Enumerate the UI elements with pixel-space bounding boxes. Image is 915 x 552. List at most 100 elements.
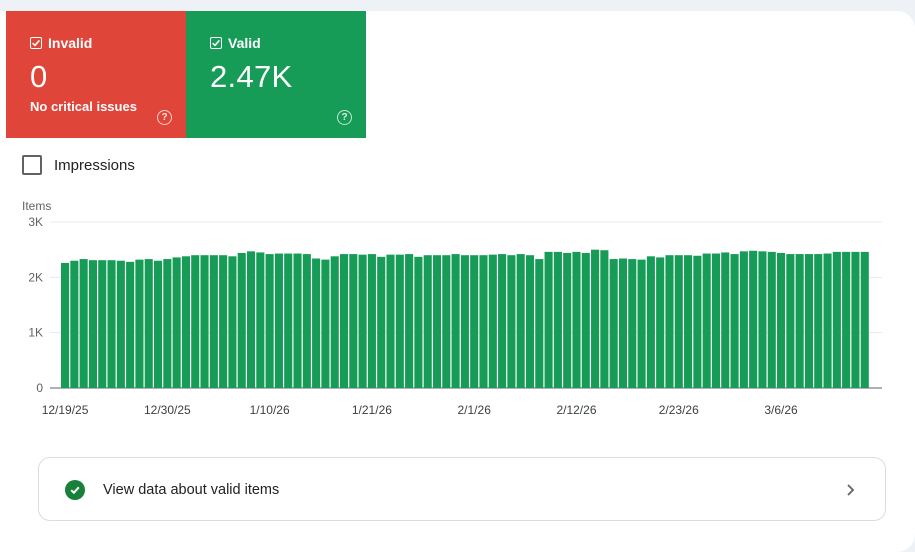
bar-2/21/26[interactable] <box>656 257 665 388</box>
bar-3/2/26[interactable] <box>739 251 748 388</box>
bar-2/13/26[interactable] <box>581 252 590 388</box>
bar-3/1/26[interactable] <box>730 254 739 388</box>
bar-1/13/26[interactable] <box>293 253 302 388</box>
bar-2/18/26[interactable] <box>628 259 637 388</box>
bar-3/6/26[interactable] <box>777 252 786 388</box>
bar-2/15/26[interactable] <box>600 250 609 388</box>
bar-3/14/26[interactable] <box>851 251 860 388</box>
bar-2/8/26[interactable] <box>535 259 544 388</box>
bar-1/11/26[interactable] <box>274 253 283 388</box>
bar-3/15/26[interactable] <box>860 251 869 388</box>
bar-1/7/26[interactable] <box>237 252 246 388</box>
bar-12/24/25[interactable] <box>107 260 116 388</box>
bar-1/8/26[interactable] <box>246 251 256 388</box>
bar-3/10/26[interactable] <box>814 254 823 388</box>
bar-12/30/25[interactable] <box>163 259 172 388</box>
bar-1/19/26[interactable] <box>349 254 358 388</box>
bar-1/31/26[interactable] <box>460 255 469 388</box>
bar-1/20/26[interactable] <box>358 254 367 388</box>
bar-2/25/26[interactable] <box>693 255 702 388</box>
bar-1/29/26[interactable] <box>442 255 451 388</box>
bar-3/12/26[interactable] <box>832 251 841 388</box>
bar-1/9/26[interactable] <box>256 252 265 388</box>
y-axis-title: Items <box>22 199 52 213</box>
bar-1/14/26[interactable] <box>302 254 311 388</box>
bar-1/12/26[interactable] <box>284 253 293 388</box>
bar-3/4/26[interactable] <box>758 251 767 388</box>
bar-1/26/26[interactable] <box>414 256 423 388</box>
bar-1/1/26[interactable] <box>181 256 190 388</box>
bar-2/2/26[interactable] <box>479 255 488 388</box>
bar-2/12/26[interactable] <box>572 251 581 388</box>
bar-3/7/26[interactable] <box>786 254 795 388</box>
bar-2/28/26[interactable] <box>721 252 730 388</box>
bar-3/11/26[interactable] <box>823 253 832 388</box>
bar-1/28/26[interactable] <box>432 255 442 388</box>
bar-2/9/26[interactable] <box>544 251 553 388</box>
bar-1/23/26[interactable] <box>386 254 395 388</box>
bar-1/27/26[interactable] <box>423 255 432 388</box>
bar-1/6/26[interactable] <box>228 256 237 388</box>
bar-2/4/26[interactable] <box>498 254 507 388</box>
help-icon[interactable]: ? <box>157 110 172 125</box>
bar-3/8/26[interactable] <box>795 254 804 388</box>
checkbox-checked-icon[interactable] <box>30 37 42 49</box>
bar-2/17/26[interactable] <box>618 258 628 388</box>
bar-2/1/26[interactable] <box>470 255 479 388</box>
y-tick-label: 1K <box>28 326 43 340</box>
bar-1/16/26[interactable] <box>321 259 330 388</box>
bar-2/19/26[interactable] <box>637 259 646 388</box>
bar-2/5/26[interactable] <box>507 255 516 388</box>
bar-2/23/26[interactable] <box>674 255 683 388</box>
checkbox-checked-icon[interactable] <box>210 37 222 49</box>
view-valid-items-link[interactable]: View data about valid items <box>38 457 886 521</box>
bar-1/10/26[interactable] <box>265 254 274 388</box>
valid-tile[interactable]: Valid 2.47K ? <box>186 11 366 138</box>
invalid-tile[interactable]: Invalid 0 No critical issues ? <box>6 11 186 138</box>
bar-12/20/25[interactable] <box>70 260 79 388</box>
bar-1/18/26[interactable] <box>339 254 349 388</box>
impressions-toggle[interactable]: Impressions <box>22 155 135 175</box>
bar-12/21/25[interactable] <box>79 259 88 388</box>
bar-3/5/26[interactable] <box>767 251 776 388</box>
bar-12/23/25[interactable] <box>98 260 107 388</box>
y-tick-label: 3K <box>28 215 43 229</box>
bar-12/19/25[interactable] <box>61 262 70 388</box>
bar-12/29/25[interactable] <box>153 260 163 388</box>
bar-2/10/26[interactable] <box>553 251 562 388</box>
bar-2/11/26[interactable] <box>563 252 572 388</box>
bar-2/24/26[interactable] <box>684 255 693 388</box>
bar-1/5/26[interactable] <box>219 255 228 388</box>
bar-1/21/26[interactable] <box>367 254 376 388</box>
bar-2/6/26[interactable] <box>516 254 525 388</box>
bar-1/30/26[interactable] <box>451 254 460 388</box>
bar-2/3/26[interactable] <box>488 254 497 388</box>
bar-2/7/26[interactable] <box>525 255 535 388</box>
bar-1/24/26[interactable] <box>395 254 404 388</box>
bar-2/14/26[interactable] <box>591 249 600 388</box>
bar-12/27/25[interactable] <box>135 259 144 388</box>
bar-2/26/26[interactable] <box>702 253 711 388</box>
bar-1/25/26[interactable] <box>405 254 414 388</box>
bar-2/27/26[interactable] <box>711 253 721 388</box>
checkbox-unchecked-icon[interactable] <box>22 155 42 175</box>
bar-12/31/25[interactable] <box>172 257 181 388</box>
bar-3/3/26[interactable] <box>749 250 758 388</box>
bar-1/2/26[interactable] <box>191 255 200 388</box>
help-icon[interactable]: ? <box>337 110 352 125</box>
bar-2/22/26[interactable] <box>665 255 674 388</box>
check-circle-icon <box>65 480 85 500</box>
bar-1/17/26[interactable] <box>330 256 339 388</box>
bar-1/3/26[interactable] <box>200 255 209 388</box>
bar-2/20/26[interactable] <box>646 256 655 388</box>
bar-1/22/26[interactable] <box>377 256 386 388</box>
bar-12/22/25[interactable] <box>88 260 97 388</box>
bar-1/15/26[interactable] <box>312 258 321 388</box>
bar-3/9/26[interactable] <box>804 254 814 388</box>
bar-3/13/26[interactable] <box>842 251 851 388</box>
bar-1/4/26[interactable] <box>209 255 218 388</box>
bar-12/28/25[interactable] <box>144 259 153 388</box>
bar-12/25/25[interactable] <box>116 260 125 388</box>
bar-2/16/26[interactable] <box>609 259 618 388</box>
bar-12/26/25[interactable] <box>126 261 135 388</box>
